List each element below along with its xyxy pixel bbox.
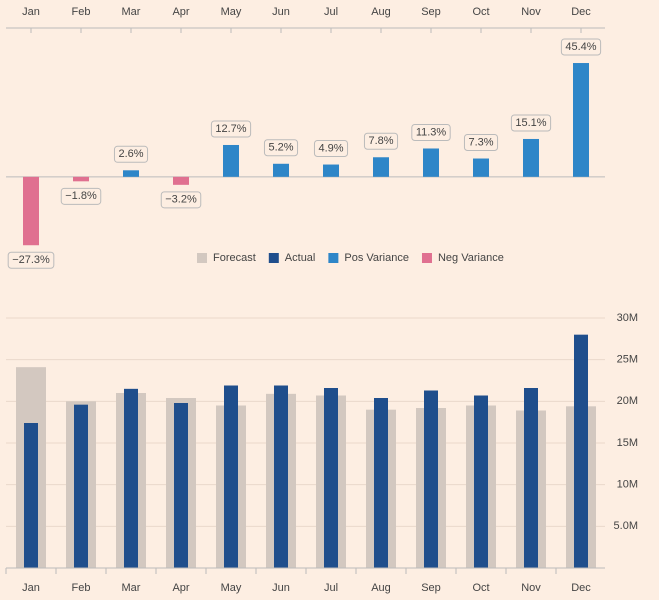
legend-label: Neg Variance <box>438 252 504 264</box>
value-label: 5.2% <box>268 142 293 154</box>
bar <box>373 157 389 177</box>
value-label: 2.6% <box>118 148 143 160</box>
y-tick-label: 20M <box>617 395 638 407</box>
x-tick-label: Sep <box>421 582 441 594</box>
x-tick-label: Feb <box>72 6 91 18</box>
x-tick-label: Aug <box>371 6 391 18</box>
x-tick-label: May <box>221 6 242 18</box>
x-tick-label: Nov <box>521 582 541 594</box>
value-label: −1.8% <box>65 190 97 202</box>
x-tick-label: Jan <box>22 6 40 18</box>
value-label: 15.1% <box>515 117 546 129</box>
label-box <box>560 38 602 56</box>
value-label: 7.8% <box>368 135 393 147</box>
bar <box>224 385 238 568</box>
x-tick-label: Sep <box>421 6 441 18</box>
x-tick-label: May <box>221 582 242 594</box>
bar <box>424 390 438 568</box>
x-tick-label: Nov <box>521 6 541 18</box>
label-box <box>60 187 102 205</box>
legend-swatch <box>421 253 432 263</box>
label-box <box>463 134 499 152</box>
x-tick-label: Oct <box>472 582 489 594</box>
x-tick-label: Mar <box>122 582 141 594</box>
bar <box>24 423 38 568</box>
bar <box>574 334 588 568</box>
bar <box>73 176 89 182</box>
bar <box>123 170 139 177</box>
bar <box>174 403 188 568</box>
bar <box>74 404 88 568</box>
bar <box>124 388 138 568</box>
x-tick-label: Apr <box>172 6 189 18</box>
x-tick-label: Dec <box>571 582 591 594</box>
label-box <box>313 140 349 158</box>
bar <box>23 176 39 246</box>
bar <box>473 158 489 177</box>
x-tick-label: Oct <box>472 6 489 18</box>
legend-swatch <box>268 253 279 263</box>
bar <box>324 388 338 568</box>
bar <box>274 385 288 568</box>
label-box <box>160 191 202 209</box>
value-label: −27.3% <box>12 254 50 266</box>
value-label: 4.9% <box>318 142 343 154</box>
x-tick-label: Jun <box>272 582 290 594</box>
bar <box>474 395 488 568</box>
label-box <box>510 114 552 132</box>
y-tick-label: 15M <box>617 437 638 449</box>
bar <box>423 148 439 177</box>
x-tick-label: Aug <box>371 582 391 594</box>
x-tick-label: Jan <box>22 582 40 594</box>
label-box <box>411 123 451 141</box>
bar <box>374 398 388 568</box>
bar <box>573 63 589 177</box>
x-tick-label: Jul <box>324 582 338 594</box>
y-tick-label: 30M <box>617 312 638 324</box>
x-tick-label: Mar <box>122 6 141 18</box>
legend-swatch <box>197 253 207 263</box>
y-tick-label: 10M <box>617 479 638 491</box>
y-tick-label: 5.0M <box>614 520 638 532</box>
value-label: 45.4% <box>565 41 596 53</box>
value-label: 7.3% <box>468 136 493 148</box>
legend-label: Forecast <box>213 252 256 264</box>
legend-swatch <box>328 253 339 263</box>
label-box <box>263 139 299 157</box>
label-box <box>113 145 149 163</box>
label-box <box>7 251 55 269</box>
y-tick-label: 25M <box>617 354 638 366</box>
legend-label: Pos Variance <box>344 252 409 264</box>
x-tick-label: Jul <box>324 6 338 18</box>
value-label: −3.2% <box>165 194 197 206</box>
bar <box>323 164 339 177</box>
x-tick-label: Dec <box>571 6 591 18</box>
bar <box>524 388 538 568</box>
bar <box>173 176 189 185</box>
label-box <box>210 120 252 138</box>
label-box <box>363 132 399 150</box>
bar <box>223 144 239 177</box>
x-tick-label: Feb <box>72 582 91 594</box>
bar <box>523 138 539 177</box>
x-tick-label: Apr <box>172 582 189 594</box>
value-label: 11.3% <box>416 126 447 138</box>
value-label: 12.7% <box>215 123 246 135</box>
bar <box>273 163 289 177</box>
legend-label: Actual <box>285 252 316 264</box>
x-tick-label: Jun <box>272 6 290 18</box>
